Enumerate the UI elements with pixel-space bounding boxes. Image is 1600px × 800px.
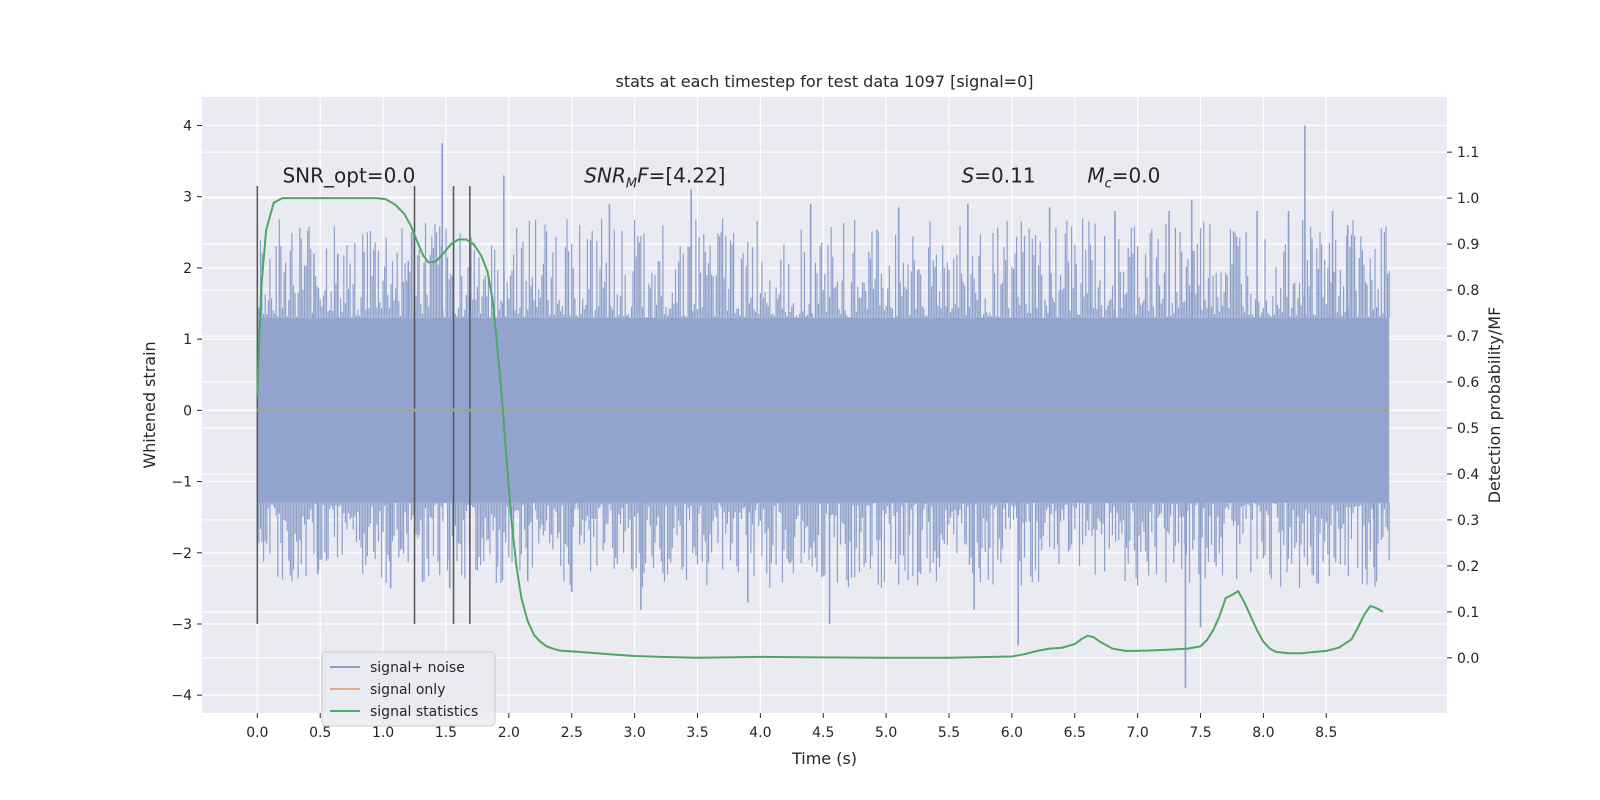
annotation-s_stat: S=0.11 [962, 163, 1036, 187]
legend-box [321, 651, 496, 727]
y-tick-label: 0 [183, 403, 192, 419]
annotation-part: M [1087, 163, 1104, 187]
annotation-part: =0.11 [974, 163, 1035, 187]
legend-label: signal statistics [370, 704, 478, 720]
axes: stats at each timestep for test data 109… [140, 72, 1504, 768]
annotations: SNR_opt=0.0 SNRMF=[4.22] S=0.11 Mc=0.0 [282, 163, 1160, 191]
x-tick-label: 5.0 [875, 725, 897, 741]
legend-label: signal+ noise [370, 660, 465, 676]
y2-tick-label: 0.0 [1457, 651, 1479, 667]
y2-tick-label: 0.1 [1457, 605, 1479, 621]
annotation-part: F [637, 163, 649, 187]
x-axis-title: Time (s) [791, 749, 857, 768]
y-tick-label: 1 [183, 332, 192, 348]
annotation-snr_opt: SNR_opt=0.0 [282, 163, 415, 187]
y-tick-label: −1 [171, 475, 192, 491]
annotation-part: =0.0 [1112, 163, 1161, 187]
annotation-part: SNR [584, 163, 626, 187]
y-tick-label: −3 [171, 617, 192, 633]
x-tick-label: 4.5 [812, 725, 834, 741]
series-line-1 [256, 197, 1384, 659]
x-tick-label: 2.0 [498, 725, 520, 741]
legend-label: signal only [370, 682, 445, 698]
y-axis-title: Whitened strain [140, 341, 159, 468]
vertical-markers [256, 186, 471, 624]
x-tick-label: 8.5 [1315, 725, 1337, 741]
y-tick-label: 2 [183, 261, 192, 277]
y2-tick-label: 0.2 [1457, 559, 1479, 575]
y-tick-label: 3 [183, 190, 192, 206]
x-tick-label: 6.0 [1001, 725, 1023, 741]
y2-tick-label: 0.6 [1457, 375, 1479, 391]
x-tick-label: 0.0 [246, 725, 268, 741]
x-tick-label: 7.5 [1189, 725, 1211, 741]
annotation-part: M [626, 176, 637, 191]
y2-tick-label: 0.9 [1457, 237, 1479, 253]
y2-tick-label: 0.4 [1457, 467, 1479, 483]
y-tick-label: −4 [171, 688, 192, 704]
x-tick-label: 1.5 [435, 725, 457, 741]
chart-title: stats at each timestep for test data 109… [615, 72, 1033, 91]
x-tick-label: 2.5 [561, 725, 583, 741]
y-tick-label: −2 [171, 546, 192, 562]
x-tick-label: 6.5 [1064, 725, 1086, 741]
x-tick-label: 1.0 [372, 725, 394, 741]
y2-tick-label: 1.1 [1457, 145, 1479, 161]
annotation-part: =[4.22] [649, 163, 726, 187]
annotation-snr_mf: SNRMF=[4.22] [584, 163, 725, 191]
annotation-part: S [962, 163, 975, 187]
y-tick-label: 4 [183, 118, 192, 134]
x-tick-label: 4.0 [749, 725, 771, 741]
y2-tick-label: 0.7 [1457, 329, 1479, 345]
y2-tick-label: 0.5 [1457, 421, 1479, 437]
annotation-part: c [1105, 176, 1112, 191]
legend: signal+ noise signal only signal statistic… [321, 651, 496, 727]
y2-axis-title: Detection probability/MF [1485, 307, 1504, 504]
x-tick-label: 0.5 [309, 725, 331, 741]
annotation-mc: Mc=0.0 [1087, 163, 1160, 191]
x-tick-label: 7.0 [1127, 725, 1149, 741]
y2-tick-label: 0.3 [1457, 513, 1479, 529]
y2-tick-label: 0.8 [1457, 283, 1479, 299]
y2-tick-label: 1.0 [1457, 191, 1479, 207]
x-tick-label: 3.0 [623, 725, 645, 741]
line-series [256, 197, 1390, 659]
x-tick-label: 8.0 [1252, 725, 1274, 741]
x-tick-label: 5.5 [938, 725, 960, 741]
x-tick-label: 3.5 [686, 725, 708, 741]
tick-labels: 0.0 0.5 1.0 1.5 2.0 2.5 3.0 3.5 4.0 4.5 5.0 5.5 6.0 6… [171, 118, 1479, 741]
